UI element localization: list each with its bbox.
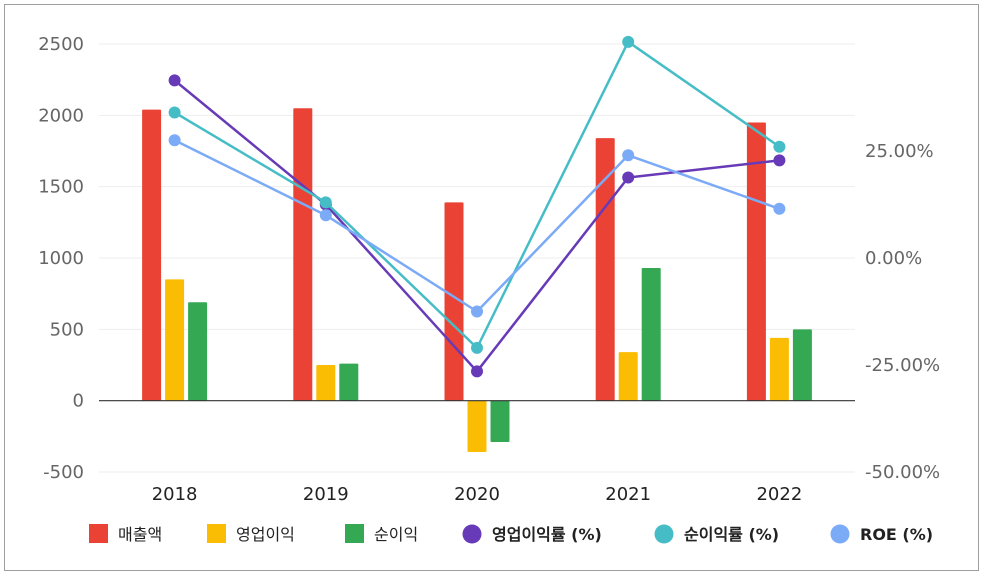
legend-swatch <box>89 524 108 543</box>
y-right-tick-label: 25.00% <box>865 141 934 162</box>
line-point <box>168 74 181 87</box>
legend-label: 순이익률 (%) <box>684 525 779 544</box>
legend-swatch <box>345 524 364 543</box>
bar <box>316 365 336 401</box>
legend-swatch <box>207 524 226 543</box>
x-tick-label: 2019 <box>303 484 349 505</box>
bar <box>467 400 487 453</box>
bar <box>595 138 615 401</box>
bar <box>641 267 661 401</box>
y-left-tick-label: 2000 <box>38 105 84 126</box>
series-line <box>173 79 780 373</box>
bar <box>618 352 638 401</box>
line-point <box>319 209 332 222</box>
line-point <box>622 171 635 184</box>
bar <box>165 279 185 401</box>
y-right-tick-label: -50.00% <box>865 462 940 483</box>
bar <box>293 108 313 401</box>
line-point <box>622 149 635 162</box>
y-left-tick-label: -500 <box>43 462 84 483</box>
line-point <box>471 305 483 318</box>
x-axis-ticks: 2018 2019 2020 2021 2022 <box>152 484 803 505</box>
line-point <box>471 365 483 378</box>
bar <box>339 363 359 401</box>
line-point <box>773 202 786 215</box>
left-axis-ticks: 2500 2000 1500 1000 500 0 -500 <box>38 34 84 483</box>
legend-swatch <box>830 524 850 544</box>
x-tick-label: 2022 <box>756 484 802 505</box>
series-line <box>173 40 781 350</box>
bar <box>746 122 766 401</box>
line-point <box>168 134 181 147</box>
combo-chart: 2500 2000 1500 1000 500 0 -500 25.00% 0.00% -25.… <box>38 34 940 544</box>
x-tick-label: 2020 <box>454 484 500 505</box>
legend-label: ROE (%) <box>860 525 933 544</box>
x-tick-label: 2018 <box>152 484 198 505</box>
y-left-tick-label: 2500 <box>38 34 84 55</box>
line-point <box>168 106 181 119</box>
y-left-tick-label: 500 <box>50 319 84 340</box>
y-right-tick-label: 0.00% <box>865 248 922 269</box>
x-tick-label: 2021 <box>605 484 651 505</box>
legend-label: 영업이익 <box>236 525 295 544</box>
legend: 매출액 영업이익 순이익 영업이익률 (%) 순이익률 (%) ROE (%) <box>89 524 933 544</box>
legend-label: 매출액 <box>118 525 162 544</box>
line-point <box>622 35 635 48</box>
y-right-tick-label: -25.00% <box>865 355 940 376</box>
y-left-tick-label: 1500 <box>38 177 84 198</box>
line-point <box>773 140 786 153</box>
bar <box>792 329 812 401</box>
chart-frame: 2500 2000 1500 1000 500 0 -500 25.00% 0.00% -25.… <box>4 4 979 571</box>
bar <box>490 400 510 443</box>
legend-label: 영업이익률 (%) <box>492 525 602 544</box>
line-point <box>471 341 483 354</box>
bar-series <box>142 108 812 453</box>
y-left-tick-label: 0 <box>73 391 84 412</box>
line-point <box>773 154 786 167</box>
bar <box>142 109 162 401</box>
line-series <box>168 35 786 378</box>
bar <box>188 302 208 401</box>
legend-swatch <box>654 524 674 544</box>
line-point <box>319 196 332 209</box>
legend-label: 순이익 <box>374 525 418 544</box>
bar <box>769 337 789 401</box>
grid-lines <box>99 43 855 473</box>
right-axis-ticks: 25.00% 0.00% -25.00% -50.00% <box>865 141 940 483</box>
y-left-tick-label: 1000 <box>38 248 84 269</box>
legend-swatch <box>462 524 482 544</box>
